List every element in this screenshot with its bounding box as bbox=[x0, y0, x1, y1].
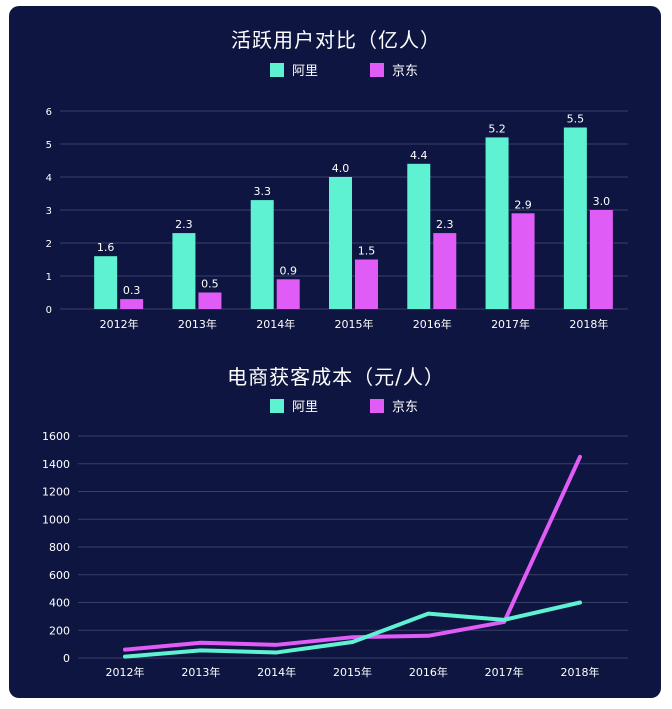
bar-ali-value-label: 4.4 bbox=[410, 149, 428, 162]
bar-jd bbox=[511, 213, 535, 309]
legend-swatch-ali-2 bbox=[270, 398, 284, 413]
bar-ali-value-label: 5.5 bbox=[567, 113, 585, 126]
line-y-tick-label: 600 bbox=[49, 569, 70, 582]
bar-x-tick-label: 2015年 bbox=[335, 317, 374, 331]
line-x-tick-label: 2014年 bbox=[257, 665, 296, 679]
bar-jd bbox=[433, 233, 457, 309]
line-x-tick-label: 2017年 bbox=[485, 665, 524, 679]
line-series-jd bbox=[123, 454, 582, 652]
bar-ali-value-label: 2.3 bbox=[175, 218, 193, 231]
bar-jd-value-label: 2.9 bbox=[514, 198, 532, 211]
legend-label-ali: 阿里 bbox=[292, 64, 319, 79]
bar-jd-value-label: 1.5 bbox=[358, 245, 376, 258]
bar-y-tick-label: 0 bbox=[46, 305, 52, 316]
bar-ali bbox=[485, 137, 509, 309]
line-y-tick-label: 1200 bbox=[42, 486, 70, 499]
bar-x-tick-label: 2014年 bbox=[256, 317, 295, 331]
bar-ali bbox=[172, 233, 196, 309]
bar-y-tick-label: 1 bbox=[46, 272, 52, 283]
bar-jd-value-label: 3.0 bbox=[593, 195, 611, 208]
line-series-ali bbox=[123, 600, 582, 659]
bar-ali bbox=[329, 177, 352, 309]
line-y-tick-label: 1600 bbox=[42, 430, 70, 443]
line-y-tick-label: 1000 bbox=[42, 513, 70, 526]
bar-jd-value-label: 0.3 bbox=[123, 284, 141, 297]
bar-ali-value-label: 1.6 bbox=[97, 241, 115, 254]
bar-ali-value-label: 5.2 bbox=[488, 122, 506, 135]
line-x-tick-label: 2016年 bbox=[409, 665, 448, 679]
line-x-tick-label: 2015年 bbox=[333, 665, 372, 679]
bar-jd bbox=[276, 279, 300, 309]
bar-y-tick-label: 4 bbox=[46, 173, 52, 184]
legend-label-jd-2: 京东 bbox=[392, 400, 419, 415]
bar-jd bbox=[198, 292, 222, 309]
line-chart-title: 电商获客成本（元/人） bbox=[227, 365, 445, 389]
line-x-tick-label: 2018年 bbox=[561, 665, 600, 679]
line-chart-legend: 阿里 京东 bbox=[270, 396, 418, 415]
legend-label-ali-2: 阿里 bbox=[292, 400, 319, 415]
bar-y-tick-label: 3 bbox=[46, 206, 52, 217]
bar-ali bbox=[94, 256, 118, 309]
line-y-tick-label: 200 bbox=[49, 624, 70, 637]
legend-swatch-jd bbox=[370, 62, 385, 77]
line-x-tick-label: 2013年 bbox=[181, 665, 220, 679]
bar-jd-value-label: 0.5 bbox=[201, 278, 219, 291]
legend-swatch-ali bbox=[270, 62, 284, 77]
bar-y-tick-label: 6 bbox=[46, 107, 52, 118]
bar-ali-value-label: 3.3 bbox=[253, 185, 271, 198]
bar-jd bbox=[589, 210, 613, 309]
bar-ali bbox=[407, 163, 431, 309]
bar-jd bbox=[120, 299, 144, 309]
bar-jd-value-label: 0.9 bbox=[279, 264, 297, 277]
legend-label-jd: 京东 bbox=[392, 64, 419, 79]
bar-y-tick-label: 2 bbox=[46, 239, 52, 250]
bar-jd bbox=[355, 259, 378, 309]
bar-chart-legend: 阿里 京东 bbox=[270, 60, 418, 79]
line-y-tick-label: 800 bbox=[49, 541, 70, 554]
bar-ali-value-label: 4.0 bbox=[332, 162, 350, 175]
line-y-tick-label: 0 bbox=[63, 652, 70, 665]
bar-jd-value-label: 2.3 bbox=[436, 218, 454, 231]
line-x-tick-label: 2012年 bbox=[106, 665, 145, 679]
legend-swatch-jd-2 bbox=[370, 398, 385, 413]
bar-ali bbox=[250, 200, 274, 309]
bar-ali bbox=[563, 127, 587, 309]
chart-panel bbox=[9, 6, 661, 698]
bar-x-tick-label: 2017年 bbox=[491, 317, 530, 331]
bar-x-tick-label: 2018年 bbox=[569, 317, 608, 331]
bar-chart-title: 活跃用户对比（亿人） bbox=[231, 28, 441, 52]
bar-x-tick-label: 2016年 bbox=[413, 317, 452, 331]
bar-x-tick-label: 2013年 bbox=[178, 317, 217, 331]
bar-x-tick-label: 2012年 bbox=[100, 317, 139, 331]
line-y-tick-label: 1400 bbox=[42, 458, 70, 471]
line-y-tick-label: 400 bbox=[49, 597, 70, 610]
bar-y-tick-label: 5 bbox=[46, 140, 52, 151]
